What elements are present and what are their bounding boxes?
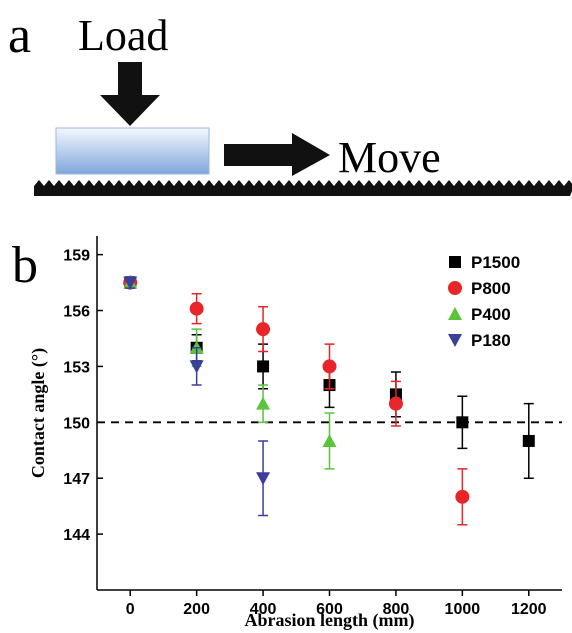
y-tick-label: 156: [63, 304, 90, 321]
down-arrow: [100, 62, 160, 126]
marker: [189, 301, 204, 316]
legend-marker: [449, 256, 461, 268]
marker: [189, 360, 204, 374]
marker: [322, 359, 337, 374]
marker: [256, 472, 271, 486]
legend-marker: [448, 334, 462, 347]
marker: [455, 489, 470, 504]
y-axis-label: Contact angle (°): [28, 348, 49, 478]
x-tick-label: 800: [383, 601, 410, 618]
x-tick-label: 1200: [511, 601, 547, 618]
legend-label: P1500: [471, 253, 520, 272]
legend-label: P400: [471, 305, 511, 324]
block: [55, 127, 210, 175]
right-arrow: [224, 133, 330, 176]
y-tick-label: 144: [63, 527, 90, 544]
x-tick-label: 1000: [445, 601, 481, 618]
marker: [256, 322, 271, 337]
legend-label: P800: [471, 279, 511, 298]
x-tick-label: 0: [126, 601, 135, 618]
x-tick-label: 200: [183, 601, 210, 618]
x-tick-label: 400: [250, 601, 277, 618]
y-tick-label: 150: [63, 415, 90, 432]
y-tick-label: 153: [63, 359, 90, 376]
y-tick-label: 159: [63, 248, 90, 265]
marker: [388, 396, 403, 411]
x-axis-label: Abrasion length (mm): [245, 610, 415, 631]
rough-surface: [34, 180, 572, 196]
x-tick-label: 600: [316, 601, 343, 618]
legend-label: P180: [471, 331, 511, 350]
marker: [256, 396, 271, 410]
marker: [522, 434, 535, 447]
load-label: Load: [78, 11, 168, 60]
marker: [257, 360, 270, 373]
y-tick-label: 147: [63, 471, 90, 488]
marker: [123, 276, 138, 290]
move-label: Move: [338, 133, 441, 182]
marker: [456, 416, 469, 429]
panel-label: a: [8, 7, 31, 64]
legend-marker: [448, 307, 462, 320]
panel-label: b: [12, 237, 38, 294]
legend-marker: [448, 281, 462, 295]
marker: [322, 433, 337, 447]
